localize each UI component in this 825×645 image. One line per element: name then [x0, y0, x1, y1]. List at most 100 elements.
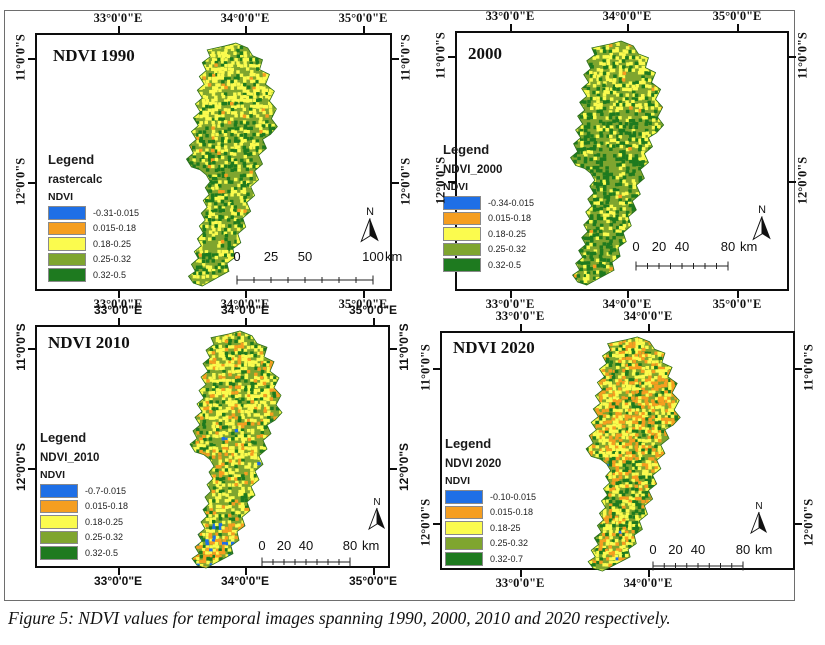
north-arrow: N [366, 496, 388, 537]
legend-layer-name: NDVI 2020 [445, 458, 502, 470]
legend-class: -0.34-0.015 [443, 195, 534, 211]
scale-bar: 0 25 50 100 km [233, 249, 433, 288]
axis-label-longitude: 34°0'0"E [602, 9, 652, 23]
legend-class: 0.25-0.32 [40, 530, 128, 546]
class-swatch [445, 490, 483, 504]
legend-class: 0.18-25 [445, 520, 536, 536]
class-swatch [445, 536, 483, 550]
scale-bar-value: 25 [263, 249, 279, 264]
axis-label-longitude: 35°0'0"E [338, 297, 388, 311]
frame-tick [363, 26, 365, 33]
frame-tick [520, 570, 522, 577]
scale-bar: 0 20 40 80 km [632, 239, 788, 274]
scale-bar-line [652, 561, 744, 571]
frame-tick [627, 24, 629, 31]
frame-tick [245, 318, 247, 325]
axis-label-latitude: 12°0'0"S [397, 442, 411, 492]
frame-tick [118, 26, 120, 33]
frame-tick [795, 368, 802, 370]
legend-class: 0.015-0.18 [445, 505, 536, 521]
class-swatch [443, 211, 481, 225]
ndvi-raster-1990 [185, 42, 278, 287]
legend-class: 0.25-0.32 [48, 252, 139, 268]
figure-caption: Figure 5: NDVI values for temporal image… [8, 608, 671, 628]
frame-tick [648, 324, 650, 331]
axis-label-latitude: 11°0'0"S [398, 34, 413, 81]
axis-label-latitude: 11°0'0"S [418, 344, 433, 391]
axis-label-longitude: 35°0'0"E [712, 9, 762, 23]
ndvi-raster-2020 [585, 336, 681, 572]
frame-tick [433, 523, 440, 525]
figure-border [4, 10, 795, 601]
legend-title: Legend [443, 142, 490, 157]
class-swatch [40, 499, 78, 513]
class-swatch [445, 505, 483, 519]
class-label: 0.015-0.18 [490, 507, 534, 518]
class-swatch [443, 227, 481, 241]
class-label: 0.25-0.32 [85, 532, 124, 543]
ndvi-raster-2000 [570, 40, 665, 286]
legend-class: 0.015-0.18 [48, 221, 139, 237]
axis-label-longitude: 34°0'0"E [623, 576, 673, 590]
frame-tick [648, 570, 650, 577]
class-label: 0.18-0.25 [488, 228, 527, 239]
scale-bar-unit: km [755, 542, 773, 557]
legend-field-name: NDVI [48, 191, 74, 203]
frame-tick [245, 26, 247, 33]
scale-bar-line [635, 261, 729, 271]
legend-title: Legend [40, 430, 87, 445]
north-arrow: N [358, 205, 382, 250]
frame-tick [373, 568, 375, 575]
axis-label-longitude: 33°0'0"E [485, 9, 535, 23]
class-label: -0.31-0.015 [93, 207, 140, 218]
class-swatch [40, 546, 78, 560]
frame-tick [390, 348, 397, 350]
class-swatch [443, 258, 481, 272]
axis-label-longitude: 33°0'0"E [93, 297, 143, 311]
axis-label-longitude: 33°0'0"E [93, 574, 143, 588]
class-label: 0.18-0.25 [93, 238, 132, 249]
class-swatch [48, 221, 86, 235]
class-swatch [40, 515, 78, 529]
axis-label-longitude: 33°0'0"E [93, 11, 143, 25]
frame-tick [795, 523, 802, 525]
frame-tick [390, 468, 397, 470]
axis-label-longitude: 34°0'0"E [220, 574, 270, 588]
axis-label-latitude: 11°0'0"S [433, 32, 448, 79]
legend-class: -0.31-0.015 [48, 205, 139, 221]
legend-class: 0.32-0.5 [48, 267, 139, 283]
legend-class: 0.25-0.32 [443, 242, 534, 258]
scale-bar-value: 40 [298, 538, 314, 553]
scale-bar-value: 0 [233, 249, 241, 264]
axis-label-latitude: 12°0'0"S [433, 156, 448, 205]
class-swatch [443, 196, 481, 210]
frame-tick [392, 182, 399, 184]
axis-label-longitude: 35°0'0"E [348, 303, 398, 317]
axis-label-longitude: 35°0'0"E [348, 574, 398, 588]
axis-label-longitude: 33°0'0"E [495, 576, 545, 590]
axis-label-longitude: 35°0'0"E [338, 11, 388, 25]
class-swatch [48, 237, 86, 251]
class-swatch [48, 206, 86, 220]
class-label: -0.10-0.015 [490, 491, 537, 502]
class-label: 0.25-0.32 [488, 244, 527, 255]
legend-class: 0.32-0.5 [443, 257, 534, 273]
class-label: 0.015-0.18 [85, 501, 129, 512]
class-label: 0.015-0.18 [488, 213, 532, 224]
frame-tick [118, 568, 120, 575]
frame-tick [448, 181, 455, 183]
scale-bar-value: 40 [674, 239, 690, 254]
ndvi-raster-2010 [189, 330, 283, 569]
axis-label-latitude: 12°0'0"S [418, 498, 433, 547]
frame-tick [433, 368, 440, 370]
frame-tick [789, 181, 796, 183]
class-label: 0.18-0.25 [85, 516, 124, 527]
legend-title: Legend [445, 436, 492, 451]
legend-2010: Legend NDVI_2010 NDVI -0.7-0.015 0.015-0… [40, 430, 128, 561]
panel-title-2020: NDVI 2020 [453, 338, 535, 357]
frame-tick [118, 291, 120, 298]
legend-class: 0.18-0.25 [443, 226, 534, 242]
legend-class: -0.7-0.015 [40, 483, 128, 499]
frame-tick [737, 291, 739, 298]
